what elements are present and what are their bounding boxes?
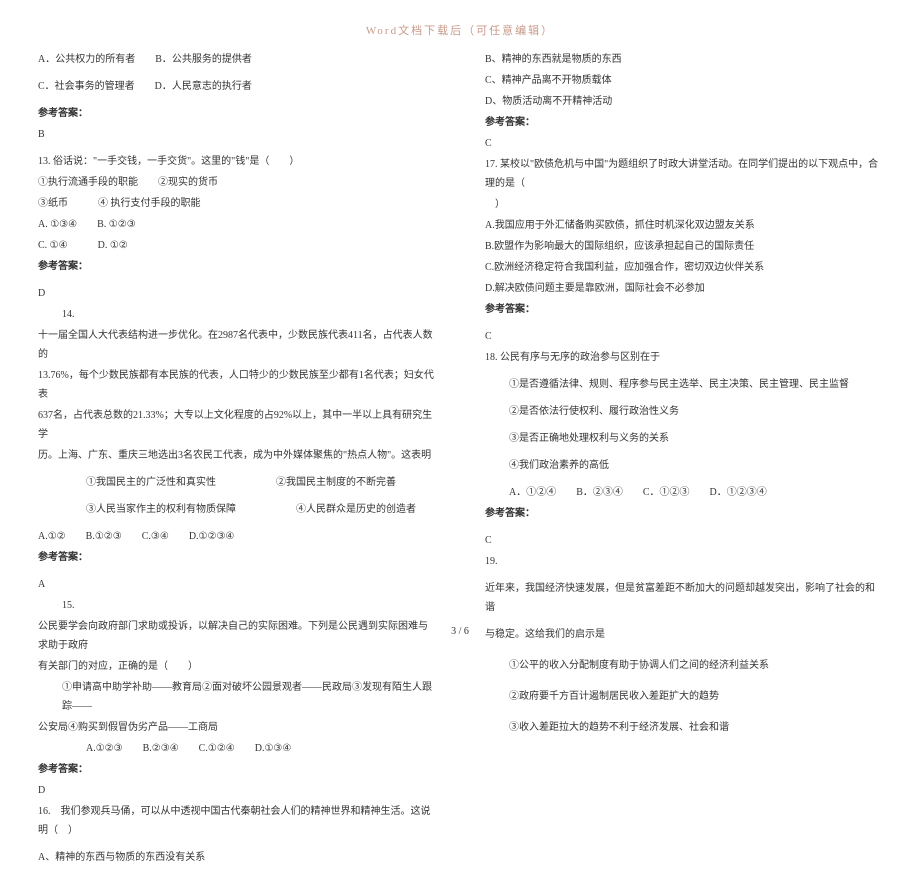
text-line: A．公共权力的所有者 B．公共服务的提供者 — [38, 50, 435, 69]
answer-label: 参考答案： — [38, 548, 435, 567]
left-column: A．公共权力的所有者 B．公共服务的提供者 C．社会事务的管理者 D．人民意志的… — [38, 50, 435, 869]
choice: ③是否正确地处理权利与义务的关系 — [485, 429, 882, 448]
text-line: ①执行流通手段的职能 ②现实的货币 — [38, 173, 435, 192]
text-line: 十一届全国人大代表结构进一步优化。在2987名代表中，少数民族代表411名，占代… — [38, 326, 435, 364]
text-line: 历。上海、广东、重庆三地选出3名农民工代表，成为中外媒体聚焦的"热点人物"。这表… — [38, 446, 435, 465]
choice: ②政府要千方百计遏制居民收入差距扩大的趋势 — [485, 687, 882, 706]
answer-value: B — [38, 125, 435, 144]
answer-value: C — [485, 531, 882, 550]
choice: C.欧洲经济稳定符合我国利益，应加强合作，密切双边伙伴关系 — [485, 258, 882, 277]
options: A．①②④ B．②③④ C．①②③ D．①②③④ — [485, 483, 882, 502]
choice: ④人民群众是历史的创造者 — [296, 500, 416, 519]
answer-label: 参考答案： — [485, 504, 882, 523]
choice: ①是否遵循法律、规则、程序参与民主选举、民主决策、民主管理、民主监督 — [485, 375, 882, 394]
choice: B、精神的东西就是物质的东西 — [485, 50, 882, 69]
text-line: ①申请高中助学补助——教育局②面对破坏公园景观者——民政局③发现有陌生人跟踪—— — [38, 678, 435, 716]
choice: ③人民当家作主的权利有物质保障 — [38, 500, 236, 519]
text-line: C．社会事务的管理者 D．人民意志的执行者 — [38, 77, 435, 96]
choice: D.解决欧债问题主要是靠欧洲，国际社会不必参加 — [485, 279, 882, 298]
options: A.①② B.①②③ C.③④ D.①②③④ — [38, 527, 435, 546]
answer-label: 参考答案： — [485, 113, 882, 132]
choice: ①我国民主的广泛性和真实性 — [38, 473, 216, 492]
choice: C、精神产品离不开物质载体 — [485, 71, 882, 90]
q14-label: 14. — [38, 305, 435, 324]
q16: 16. 我们参观兵马俑，可以从中透视中国古代秦朝社会人们的精神世界和精神生活。这… — [38, 802, 435, 840]
text-line: 有关部门的对应，正确的是（ ） — [38, 657, 435, 676]
answer-label: 参考答案： — [38, 760, 435, 779]
text-line: 13.76%，每个少数民族都有本民族的代表，人口特少的少数民族至少都有1名代表；… — [38, 366, 435, 404]
answer-value: A — [38, 575, 435, 594]
choice: B.欧盟作为影响最大的国际组织，应该承担起自己的国际责任 — [485, 237, 882, 256]
q17: 17. 某校以"欧债危机与中国"为题组织了时政大讲堂活动。在同学们提出的以下观点… — [485, 155, 882, 193]
answer-label: 参考答案： — [38, 104, 435, 123]
choice: D、物质活动离不开精神活动 — [485, 92, 882, 111]
answer-value: D — [38, 781, 435, 800]
page-footer: 3 / 6 — [0, 626, 920, 637]
q13: 13. 俗话说："一手交钱，一手交货"。这里的"钱"是（ ） — [38, 152, 435, 171]
choice: A.我国应用于外汇储备购买欧债，抓住时机深化双边盟友关系 — [485, 216, 882, 235]
document-content: A．公共权力的所有者 B．公共服务的提供者 C．社会事务的管理者 D．人民意志的… — [0, 0, 920, 869]
q15-label: 15. — [38, 596, 435, 615]
answer-value: C — [485, 134, 882, 153]
options: A.①②③ B.②③④ C.①②④ D.①③④ — [38, 739, 435, 758]
q19-label: 19. — [485, 552, 882, 571]
answer-value: D — [38, 284, 435, 303]
text-line: 637名，占代表总数的21.33%；大专以上文化程度的占92%以上，其中一半以上… — [38, 406, 435, 444]
right-column: B、精神的东西就是物质的东西 C、精神产品离不开物质载体 D、物质活动离不开精神… — [485, 50, 882, 869]
choice: ①公平的收入分配制度有助于协调人们之间的经济利益关系 — [485, 656, 882, 675]
text-line: 近年来，我国经济快速发展，但是贫富差距不断加大的问题却越发突出，影响了社会的和谐 — [485, 579, 882, 617]
text-line: 公安局④购买到假冒伪劣产品——工商局 — [38, 718, 435, 737]
answer-label: 参考答案： — [38, 257, 435, 276]
text-line: A. ①③④ B. ①②③ — [38, 215, 435, 234]
page-header: Word文档下载后（可任意编辑） — [0, 22, 920, 38]
choice: ④我们政治素养的高低 — [485, 456, 882, 475]
choice: A、精神的东西与物质的东西没有关系 — [38, 848, 435, 867]
text-line: ） — [485, 195, 882, 214]
answer-value: C — [485, 327, 882, 346]
text-line: ③纸币 ④ 执行支付手段的职能 — [38, 194, 435, 213]
choice: ②我国民主制度的不断完善 — [276, 473, 396, 492]
choice: ③收入差距拉大的趋势不利于经济发展、社会和谐 — [485, 718, 882, 737]
text-line: C. ①④ D. ①② — [38, 236, 435, 255]
choice: ②是否依法行使权利、履行政治性义务 — [485, 402, 882, 421]
answer-label: 参考答案： — [485, 300, 882, 319]
q18: 18. 公民有序与无序的政治参与区别在于 — [485, 348, 882, 367]
